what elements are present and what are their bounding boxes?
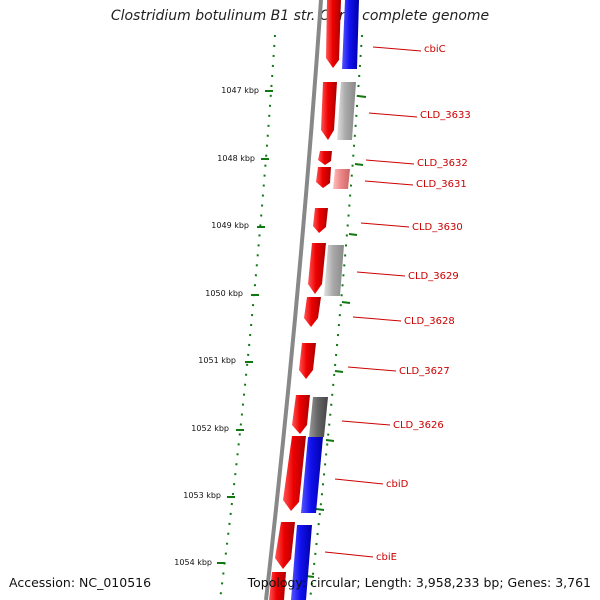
gene-arrow-forward[interactable]	[313, 208, 328, 233]
ruler-tick	[348, 233, 358, 236]
ruler-tick	[325, 439, 335, 442]
backbone-line	[264, 0, 323, 600]
feature-dark-grey[interactable]	[309, 397, 328, 437]
gene-label[interactable]: CLD_3629	[408, 271, 459, 282]
gene-label[interactable]: cbiC	[424, 44, 446, 55]
label-leader	[372, 46, 422, 52]
label-leader	[324, 551, 374, 558]
map-title: Clostridium botulinum B1 str. Okra, comp…	[110, 8, 490, 24]
label-leader	[347, 366, 397, 372]
label-leader	[365, 159, 415, 165]
gene-arrow-forward[interactable]	[326, 0, 341, 68]
gene-arrow-forward[interactable]	[304, 297, 321, 327]
gene-arrow-forward[interactable]	[318, 151, 332, 165]
gene-label[interactable]: cbiE	[376, 552, 397, 563]
feature-grey[interactable]	[324, 245, 344, 296]
topology-text: Topology: circular; Length: 3,958,233 bp…	[247, 575, 591, 590]
ruler-label: 1054 kbp	[174, 558, 212, 567]
ruler-dots-outer	[219, 34, 276, 600]
gene-label[interactable]: CLD_3633	[420, 110, 471, 121]
ruler-tick	[341, 301, 351, 304]
ruler-label: 1053 kbp	[183, 491, 221, 500]
gene-arrow-forward[interactable]	[275, 522, 295, 569]
gene-label[interactable]: CLD_3627	[399, 366, 450, 377]
gene-arrow-forward[interactable]	[308, 243, 326, 294]
gene-arrow-forward[interactable]	[316, 167, 331, 188]
gene-label[interactable]: CLD_3630	[412, 222, 463, 233]
gene-arrow-forward[interactable]	[321, 82, 337, 140]
label-leader	[364, 180, 414, 186]
label-leader	[360, 222, 410, 228]
label-leader	[334, 478, 384, 485]
gene-label[interactable]: cbiD	[386, 479, 409, 490]
gene-label[interactable]: CLD_3632	[417, 158, 468, 169]
ruler-label: 1047 kbp	[221, 86, 259, 95]
ruler-label: 1052 kbp	[191, 424, 229, 433]
feature-grey[interactable]	[337, 82, 356, 140]
accession-text: Accession: NC_010516	[9, 575, 152, 590]
label-leader	[356, 271, 406, 277]
label-leader	[352, 316, 402, 322]
feature-pink[interactable]	[333, 169, 350, 189]
gene-label[interactable]: CLD_3628	[404, 316, 455, 327]
label-leader	[341, 420, 391, 426]
ruler-label: 1048 kbp	[217, 154, 255, 163]
gene-arrow-forward[interactable]	[292, 395, 310, 434]
gene-arrow-forward[interactable]	[299, 343, 316, 379]
ruler-tick	[354, 163, 364, 166]
ruler-tick	[334, 370, 344, 373]
gene-arrow-forward[interactable]	[283, 436, 306, 511]
ruler-tick	[315, 508, 325, 511]
gene-label[interactable]: CLD_3631	[416, 179, 467, 190]
gene-label[interactable]: CLD_3626	[393, 420, 444, 431]
label-leader	[368, 112, 418, 118]
ruler-label: 1049 kbp	[211, 221, 249, 230]
gene-arrow-forward[interactable]	[269, 572, 286, 600]
feature-blue[interactable]	[291, 525, 312, 600]
feature-blue[interactable]	[301, 437, 323, 513]
ruler-label: 1051 kbp	[198, 356, 236, 365]
ruler-tick	[357, 95, 367, 98]
ruler-label: 1050 kbp	[205, 289, 243, 298]
feature-blue[interactable]	[342, 0, 359, 69]
